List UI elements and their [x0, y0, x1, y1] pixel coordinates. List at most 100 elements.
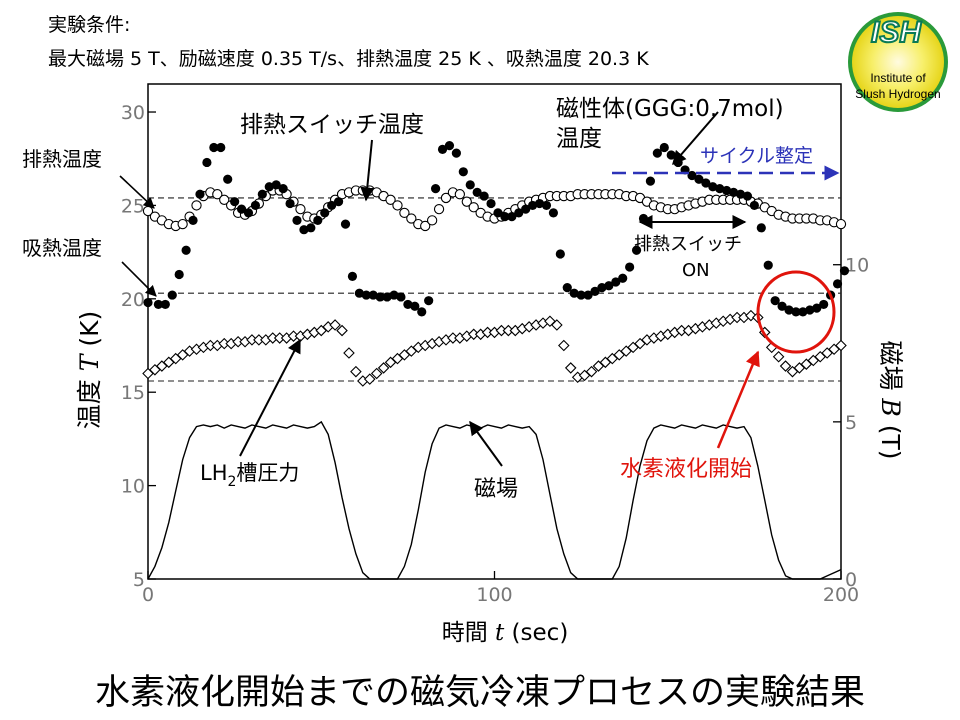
- y-tick-label: 30: [121, 102, 145, 124]
- logo-line3: Slush Hydrogen: [855, 87, 940, 101]
- magnetic-body-temp-point: [534, 198, 545, 209]
- x-tick-label: 100: [476, 584, 512, 606]
- magnetic-body-temp-point: [451, 148, 461, 158]
- magnetic-body-temp-point: [742, 191, 753, 201]
- magnetic-body-temp-point: [417, 307, 427, 317]
- magnetic-body-temp-point: [805, 305, 815, 315]
- magnetic-body-temp-point: [424, 296, 434, 306]
- magnetic-body-temp-point: [250, 200, 261, 211]
- y-axis-label: 温度 T (K): [75, 311, 104, 430]
- lh2-pressure-point: [336, 324, 348, 337]
- magnetic-body-temp-point: [375, 292, 385, 302]
- lh2-pressure-point: [370, 367, 383, 380]
- y2-tick-label: 10: [845, 255, 869, 277]
- magnetic-body-temp-point: [264, 182, 274, 192]
- magnetic-body-temp-point: [597, 283, 607, 293]
- exhaust-switch-temp-point: [392, 200, 403, 211]
- magnetic-body-temp-point: [403, 299, 413, 310]
- magnetic-body-temp-point: [479, 191, 489, 201]
- lh2-pressure-point: [779, 360, 792, 372]
- magnetic-body-temp-point: [701, 178, 711, 188]
- magnetic-body-temp-point: [340, 219, 351, 229]
- annotation-magnetic-body-1: 磁性体(GGG:0.7mol): [556, 96, 784, 122]
- magnetic-body-temp-point: [500, 212, 510, 222]
- annotation-lh2-pressure: LH2槽圧力: [200, 461, 299, 490]
- magnetic-body-temp-point: [770, 296, 780, 306]
- lh2-pressure-point: [585, 365, 598, 378]
- exhaust-switch-temp-point: [399, 207, 410, 219]
- magnetic-body-temp-point: [230, 197, 240, 207]
- annotation-liquefaction-start: 水素液化開始: [620, 457, 752, 482]
- magnetic-body-temp-point: [756, 223, 766, 233]
- exhaust-switch-temp-point: [406, 213, 417, 224]
- magnetic-body-temp-point: [666, 150, 676, 160]
- magnetic-body-temp-point: [652, 148, 662, 158]
- exhaust-switch-temp-point: [461, 196, 472, 207]
- magnetic-body-temp-point: [611, 277, 621, 287]
- annotation-magnetic-body-2: 温度: [556, 126, 602, 152]
- magnetic-body-temp-point: [708, 182, 718, 192]
- magnetic-body-temp-point: [749, 200, 759, 211]
- lh2-pressure-point: [350, 365, 362, 378]
- magnetic-body-temp-point: [202, 157, 212, 168]
- magnetic-body-temp-point: [174, 269, 184, 280]
- magnetic-body-temp-point: [791, 307, 801, 317]
- lh2-pressure-point: [377, 362, 390, 374]
- y2-axis-label: 磁場 B (T): [876, 340, 905, 459]
- magnetic-body-temp-point: [493, 208, 503, 218]
- exhaust-switch-temp-point: [433, 204, 445, 215]
- magnetic-body-temp-point: [541, 200, 552, 211]
- magnetic-body-temp-point: [292, 215, 302, 225]
- magnetic-body-temp-point: [354, 288, 364, 298]
- magnetic-body-temp-point: [257, 189, 267, 199]
- magnetic-body-temp-point: [631, 245, 642, 255]
- exhaust-switch-temp-point: [454, 189, 465, 200]
- logo-line2: Institute of: [870, 71, 926, 85]
- magnetic-body-temp-point: [458, 167, 468, 177]
- magnetic-body-temp-point: [763, 260, 773, 270]
- magnetic-body-temp-point: [236, 204, 247, 214]
- exhaust-switch-temp-point: [440, 192, 452, 204]
- lh2-pressure-point: [558, 339, 570, 352]
- magnetic-body-temp-point: [143, 297, 153, 308]
- magnetic-body-temp-point: [507, 212, 517, 222]
- lh2-pressure-point: [551, 319, 563, 331]
- y-tick-label: 15: [121, 382, 145, 404]
- arrow-magnetic-body: [672, 111, 719, 166]
- magnetic-body-temp-point: [514, 208, 524, 218]
- annotation-switch-on-1: 排熱スイッチ: [634, 234, 742, 255]
- magnetic-body-temp-point: [590, 286, 600, 296]
- magnetic-body-temp-point: [285, 198, 295, 209]
- arrow-exhaust-temp: [119, 175, 155, 209]
- magnetic-body-temp-point: [562, 283, 572, 293]
- magnetic-body-temp-point: [278, 184, 288, 194]
- magnetic-body-temp-point: [181, 245, 191, 255]
- exhaust-switch-temp-point: [177, 218, 188, 230]
- magnetic-body-temp-point: [645, 176, 656, 186]
- logo-mark: ISH: [871, 16, 922, 49]
- magnetic-body-temp-point: [486, 198, 496, 209]
- magnetic-body-temp-point: [271, 180, 281, 190]
- magnetic-body-temp-point: [722, 185, 732, 196]
- magnetic-body-temp-point: [687, 170, 697, 181]
- y-tick-label: 10: [121, 476, 145, 498]
- reference-lines: [148, 197, 841, 382]
- magnetic-body-temp-point: [313, 215, 323, 225]
- magnetic-field-series: [147, 420, 842, 580]
- arrow-lh2-pressure: [239, 338, 301, 457]
- x-tick-label: 200: [823, 584, 859, 606]
- exhaust-switch-temp-point: [219, 194, 230, 205]
- magnetic-body-temp-point: [715, 184, 725, 194]
- magnetic-body-temp-point: [243, 208, 254, 218]
- magnetic-body-temp-point: [735, 189, 746, 199]
- lh2-pressure-point: [835, 339, 847, 352]
- magnetic-body-temp-point: [548, 208, 559, 218]
- y-tick-label: 25: [121, 195, 145, 217]
- magnetic-body-temp-point: [839, 266, 850, 276]
- magnetic-body-temp-point: [465, 180, 475, 190]
- exhaust-switch-temp-point: [212, 189, 223, 200]
- magnetic-body-temp-point: [209, 142, 219, 153]
- exhaust-switch-temp-point: [191, 200, 202, 211]
- slide-title: 水素液化開始までの磁気冷凍プロセスの実験結果: [94, 673, 865, 713]
- annotation-exhaust-switch-temp: 排熱スイッチ温度: [240, 112, 424, 138]
